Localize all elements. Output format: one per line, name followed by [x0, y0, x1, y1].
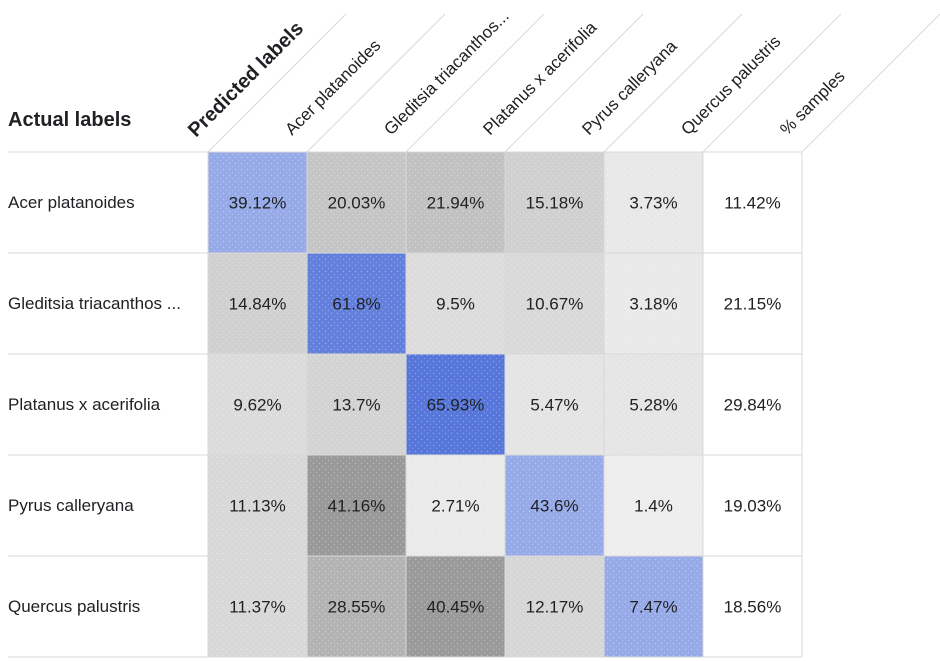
cell-value-r2-c3: 5.47%	[530, 396, 578, 415]
matrix-cell-texture	[307, 253, 406, 354]
samples-value-r1: 21.15%	[724, 295, 782, 314]
y-axis-title: Actual labels	[8, 109, 131, 131]
header-diagonal-line	[801, 13, 940, 153]
cell-value-r2-c1: 13.7%	[332, 396, 380, 415]
cell-value-r1-c1: 61.8%	[332, 295, 380, 314]
matrix-cell-texture	[307, 556, 406, 657]
cell-value-r4-c0: 11.37%	[229, 598, 285, 617]
matrix-cell-texture	[406, 152, 505, 253]
cell-value-r3-c1: 41.16%	[328, 497, 386, 516]
matrix-cell-texture	[505, 455, 604, 556]
cell-value-r0-c0: 39.12%	[229, 194, 287, 213]
column-label-4: Quercus palustris	[677, 32, 784, 139]
cell-value-r2-c4: 5.28%	[629, 396, 677, 415]
header-diagonal-line	[504, 13, 644, 153]
column-label-0: Acer platanoides	[281, 36, 384, 139]
samples-cell-r3	[703, 455, 802, 556]
header-diagonal-line	[306, 13, 446, 153]
cell-value-r1-c3: 10.67%	[526, 295, 584, 314]
matrix-cell-texture	[208, 455, 307, 556]
samples-value-r2: 29.84%	[724, 396, 782, 415]
cell-value-r1-c2: 9.5%	[436, 295, 475, 314]
samples-value-r0: 11.42%	[724, 194, 780, 213]
samples-cell-r4	[703, 556, 802, 657]
samples-cell-r1	[703, 253, 802, 354]
cell-value-r0-c1: 20.03%	[328, 194, 386, 213]
cell-value-r3-c0: 11.13%	[229, 497, 285, 516]
header-diagonal-line	[702, 13, 842, 153]
matrix-cell-texture	[604, 455, 703, 556]
column-label-5: % samples	[776, 67, 848, 139]
header-diagonal-line	[405, 13, 545, 153]
cell-value-r4-c1: 28.55%	[328, 598, 386, 617]
cell-value-r1-c0: 14.84%	[229, 295, 287, 314]
matrix-cell-texture	[406, 253, 505, 354]
cell-value-r3-c2: 2.71%	[431, 497, 479, 516]
samples-cell-r0	[703, 152, 802, 253]
matrix-cell-texture	[307, 455, 406, 556]
column-label-3: Pyrus calleryana	[578, 36, 681, 139]
cell-value-r4-c3: 12.17%	[526, 598, 584, 617]
matrix-cell-texture	[406, 455, 505, 556]
row-label-3: Pyrus calleryana	[8, 496, 134, 515]
cell-value-r4-c4: 7.47%	[629, 598, 677, 617]
matrix-cell-texture	[307, 152, 406, 253]
cell-value-r3-c3: 43.6%	[530, 497, 578, 516]
row-label-2: Platanus x acerifolia	[8, 395, 161, 414]
matrix-cell-texture	[505, 152, 604, 253]
matrix-cell-texture	[406, 354, 505, 455]
matrix-cell-texture	[208, 253, 307, 354]
cell-value-r0-c4: 3.73%	[629, 194, 677, 213]
matrix-cell-texture	[604, 152, 703, 253]
samples-value-r3: 19.03%	[724, 497, 782, 516]
matrix-cell-texture	[208, 556, 307, 657]
matrix-cell-texture	[604, 253, 703, 354]
matrix-cell-texture	[208, 152, 307, 253]
header-diagonal-line	[207, 13, 347, 153]
cell-value-r4-c2: 40.45%	[427, 598, 485, 617]
cell-value-r2-c2: 65.93%	[427, 396, 485, 415]
header-diagonal-line	[603, 13, 743, 153]
matrix-cell-texture	[604, 556, 703, 657]
matrix-cell-texture	[604, 354, 703, 455]
matrix-cell-texture	[406, 556, 505, 657]
cell-value-r1-c4: 3.18%	[629, 295, 677, 314]
row-label-0: Acer platanoides	[8, 193, 135, 212]
cell-value-r0-c2: 21.94%	[427, 194, 485, 213]
matrix-cell-texture	[505, 253, 604, 354]
row-label-1: Gleditsia triacanthos ...	[8, 294, 181, 313]
cell-value-r0-c3: 15.18%	[526, 194, 584, 213]
matrix-cell-texture	[307, 354, 406, 455]
matrix-cell-texture	[208, 354, 307, 455]
matrix-cell-texture	[505, 354, 604, 455]
cell-value-r3-c4: 1.4%	[634, 497, 673, 516]
row-label-4: Quercus palustris	[8, 597, 140, 616]
cell-value-r2-c0: 9.62%	[233, 396, 281, 415]
matrix-cell-texture	[505, 556, 604, 657]
samples-value-r4: 18.56%	[724, 598, 782, 617]
samples-cell-r2	[703, 354, 802, 455]
